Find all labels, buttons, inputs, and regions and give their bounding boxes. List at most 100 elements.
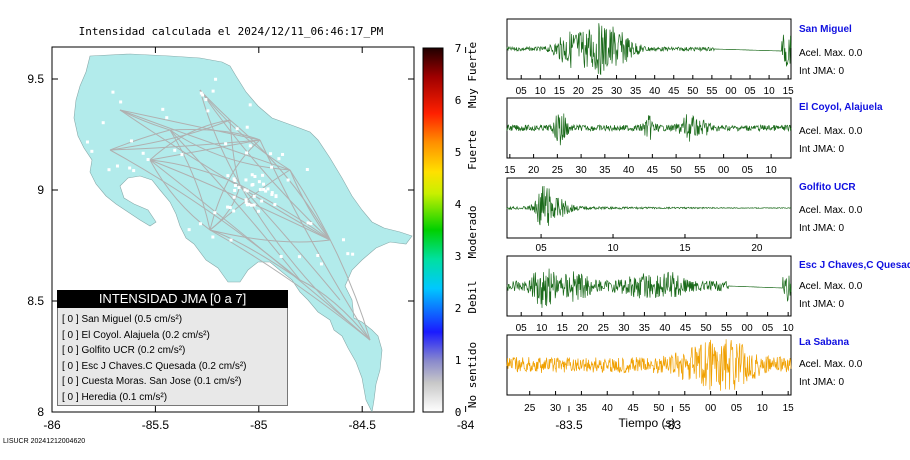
city-marker: [233, 188, 237, 192]
time-tick-label: 30: [550, 403, 562, 414]
time-tick-label: 20: [573, 86, 585, 97]
city-marker: [224, 142, 228, 146]
city-marker: [346, 252, 350, 256]
colorbar-tick-label: 5: [455, 146, 462, 159]
time-tick-label: 05: [516, 86, 528, 97]
time-tick-label: 15: [783, 86, 795, 97]
time-tick-label: 10: [607, 243, 619, 254]
time-tick-label: 50: [671, 165, 683, 176]
road: [259, 139, 371, 341]
road: [149, 159, 211, 231]
road: [229, 119, 241, 186]
city-marker: [232, 177, 236, 181]
city-marker: [244, 178, 248, 182]
time-tick-label: 45: [680, 323, 692, 334]
station-name: La Sabana: [799, 337, 850, 348]
time-tick-label: 45: [628, 403, 640, 414]
city-marker: [249, 203, 253, 207]
time-axis-label: Tiempo (s): [619, 416, 676, 430]
map-x-axis: -86 -85.5 -85 -84.5 -84 -83.5 -83: [43, 47, 681, 432]
city-marker: [128, 166, 132, 170]
y-tick-label: 9.5: [27, 72, 44, 86]
city-marker: [305, 168, 309, 172]
station-accel: Acel. Max. 0.0: [799, 205, 863, 216]
city-marker: [260, 199, 264, 203]
cities-layer: [85, 77, 386, 347]
city-marker: [198, 222, 202, 226]
colorbar-tick-label: 0: [455, 406, 462, 419]
x-tick-label: -84: [457, 418, 475, 432]
colorbar-tick-label: 7: [455, 42, 462, 55]
waveform-trace: [506, 113, 792, 146]
waveform-panel: 05 10 15 20 25 30 35 40 45 50 55 00 05 10 15: [506, 18, 795, 97]
city-marker: [270, 165, 274, 169]
time-tick-label: 20: [528, 165, 540, 176]
waveform-panel: 05 10 15 20 25 30 35 40 45 50 55 00 05 10: [506, 255, 794, 334]
legend-list: [ 0 ] San Miguel (0.5 cm/s²) [ 0 ] El Co…: [62, 312, 286, 405]
city-marker: [273, 203, 277, 207]
time-tick-label: 10: [536, 323, 548, 334]
city-marker: [187, 228, 191, 232]
time-tick-label: 10: [764, 86, 776, 97]
city-marker: [107, 168, 111, 172]
city-marker: [262, 187, 266, 191]
city-marker: [261, 173, 265, 177]
legend-item: [ 0 ] Heredia (0.1 cm/s²): [62, 391, 168, 403]
road: [169, 128, 261, 141]
city-marker: [206, 109, 210, 113]
road: [209, 139, 261, 231]
city-marker: [204, 98, 208, 102]
city-marker: [252, 194, 256, 198]
time-tick-label: 35: [639, 323, 651, 334]
city-marker: [245, 203, 249, 207]
city-marker: [277, 157, 281, 161]
city-marker: [243, 188, 247, 192]
city-marker: [85, 140, 89, 144]
time-tick-label: 00: [742, 323, 754, 334]
colorbar-ticks: 0 1 2 3 4 5 6 7: [455, 42, 462, 419]
city-marker: [258, 188, 262, 192]
city-marker: [286, 178, 290, 182]
road: [199, 89, 331, 241]
colorbar-tick-label: 4: [455, 198, 462, 211]
time-tick-label: 35: [576, 403, 588, 414]
map-y-axis: 88.599.51010.511: [27, 72, 414, 419]
time-tick-label: 55: [706, 86, 718, 97]
city-marker: [211, 235, 215, 239]
intensity-class-label: Debil: [466, 280, 479, 313]
x-tick-label: -85.5: [142, 418, 170, 432]
legend-item: [ 0 ] Esc J Chaves.C Quesada (0.2 cm/s²): [62, 360, 247, 372]
city-marker: [111, 90, 115, 94]
road: [199, 89, 291, 171]
city-marker: [226, 174, 230, 178]
station-jma: Int JMA: 0: [799, 299, 845, 310]
road: [119, 109, 291, 171]
station-jma: Int JMA: 0: [799, 377, 845, 388]
roads-layer: [109, 89, 371, 341]
time-tick-label: 40: [659, 323, 671, 334]
station-name: Golfito UCR: [799, 182, 856, 193]
waveform-trace: [506, 339, 792, 391]
city-marker: [132, 169, 136, 173]
city-marker: [252, 203, 256, 207]
time-tick-label: 45: [668, 86, 680, 97]
colorbar-tick-label: 3: [455, 250, 462, 263]
time-tick-label: 05: [742, 165, 754, 176]
y-tick-label: 8.5: [27, 294, 44, 308]
road: [149, 119, 231, 161]
city-marker: [180, 153, 184, 157]
time-tick-label: 25: [598, 323, 610, 334]
time-tick-label: 10: [535, 86, 547, 97]
city-marker: [261, 182, 265, 186]
time-tick-label: 40: [602, 403, 614, 414]
footer-id: LISUCR 20241212004620: [3, 438, 86, 445]
city-marker: [264, 189, 268, 193]
colorbar-tick-label: 2: [455, 302, 462, 315]
time-tick-label: 15: [504, 165, 516, 176]
intensity-class-label: Fuerte: [466, 130, 479, 170]
x-tick-label: -86: [43, 418, 61, 432]
city-marker: [257, 180, 261, 184]
road: [289, 169, 331, 241]
station-name: San Miguel: [799, 24, 852, 35]
